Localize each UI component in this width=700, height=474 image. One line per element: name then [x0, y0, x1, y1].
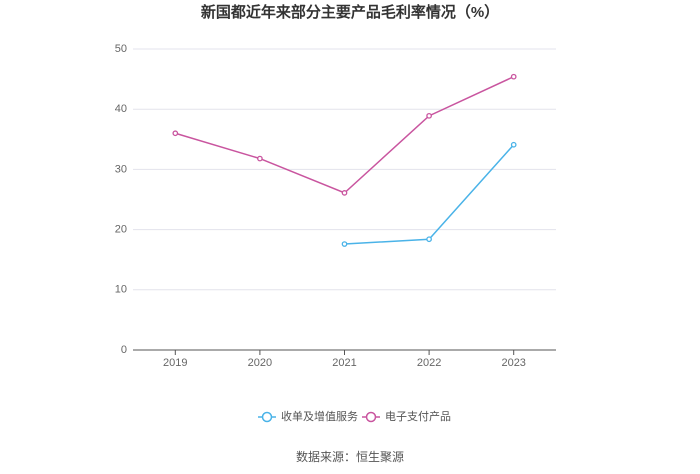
point: [426, 112, 432, 119]
point: [341, 190, 348, 196]
y-tick-label: 0: [121, 344, 127, 356]
series-line: [175, 76, 515, 194]
y-tick-label: 40: [115, 103, 127, 115]
legend-label: 电子支付产品: [385, 409, 451, 423]
x-tick-label: 2019: [163, 357, 187, 369]
legend-label: 收单及增值服务: [281, 409, 358, 423]
point: [510, 73, 517, 80]
y-tick-label: 50: [115, 43, 127, 55]
point: [257, 155, 263, 162]
source-note: 数据来源：恒生聚源: [296, 449, 404, 464]
x-tick-label: 2023: [501, 357, 525, 369]
x-tick-label: 2020: [248, 357, 272, 369]
y-tick-label: 30: [115, 163, 127, 175]
chart-title: 新国都近年来部分主要产品毛利率情况（%）: [201, 3, 499, 21]
point: [426, 236, 432, 243]
x-tick-label: 2021: [332, 357, 356, 369]
y-tick-label: 10: [115, 284, 127, 296]
point: [510, 141, 517, 148]
legend-marker: [365, 411, 377, 423]
legend-marker: [261, 411, 273, 423]
y-tick-label: 20: [115, 224, 127, 236]
point: [172, 130, 179, 137]
point: [341, 241, 348, 247]
x-tick-label: 2022: [417, 357, 441, 369]
